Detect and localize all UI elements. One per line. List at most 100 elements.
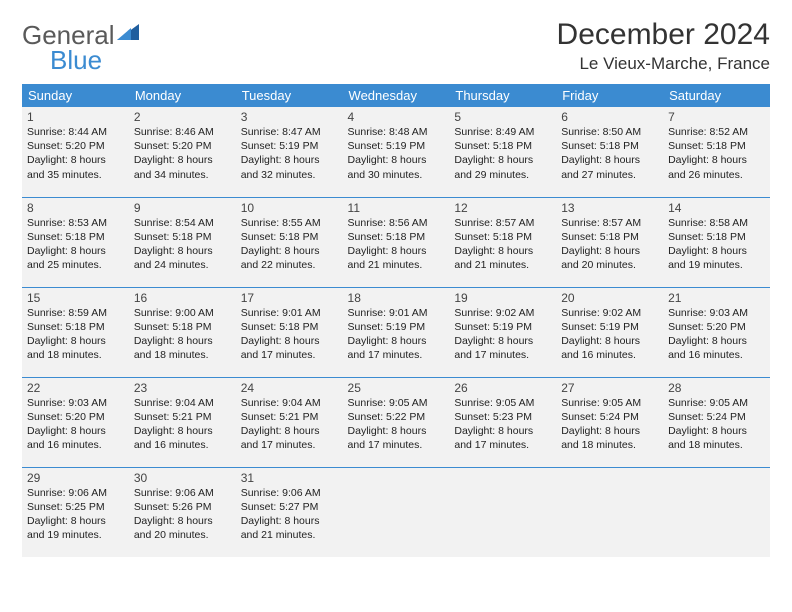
day-number: 6 — [561, 110, 658, 124]
sunrise-line: Sunrise: 9:02 AM — [454, 306, 551, 320]
sunrise-line: Sunrise: 9:05 AM — [348, 396, 445, 410]
calendar-table: SundayMondayTuesdayWednesdayThursdayFrid… — [22, 84, 770, 557]
calendar-day-cell: 31Sunrise: 9:06 AMSunset: 5:27 PMDayligh… — [236, 467, 343, 557]
daylight-line: Daylight: 8 hours and 17 minutes. — [241, 424, 338, 452]
calendar-day-cell: 28Sunrise: 9:05 AMSunset: 5:24 PMDayligh… — [663, 377, 770, 467]
daylight-line: Daylight: 8 hours and 16 minutes. — [27, 424, 124, 452]
day-number: 14 — [668, 201, 765, 215]
sunset-line: Sunset: 5:18 PM — [668, 139, 765, 153]
calendar-week-row: 8Sunrise: 8:53 AMSunset: 5:18 PMDaylight… — [22, 197, 770, 287]
weekday-header: Friday — [556, 84, 663, 107]
daylight-line: Daylight: 8 hours and 22 minutes. — [241, 244, 338, 272]
sunrise-line: Sunrise: 9:05 AM — [454, 396, 551, 410]
logo: General Blue — [22, 18, 139, 73]
daylight-line: Daylight: 8 hours and 16 minutes. — [134, 424, 231, 452]
sunrise-line: Sunrise: 8:49 AM — [454, 125, 551, 139]
sunrise-line: Sunrise: 8:57 AM — [561, 216, 658, 230]
daylight-line: Daylight: 8 hours and 20 minutes. — [134, 514, 231, 542]
day-number: 10 — [241, 201, 338, 215]
day-number: 27 — [561, 381, 658, 395]
calendar-day-cell — [343, 467, 450, 557]
day-number: 12 — [454, 201, 551, 215]
calendar-day-cell: 9Sunrise: 8:54 AMSunset: 5:18 PMDaylight… — [129, 197, 236, 287]
day-number: 11 — [348, 201, 445, 215]
daylight-line: Daylight: 8 hours and 17 minutes. — [348, 334, 445, 362]
calendar-day-cell: 8Sunrise: 8:53 AMSunset: 5:18 PMDaylight… — [22, 197, 129, 287]
calendar-day-cell: 19Sunrise: 9:02 AMSunset: 5:19 PMDayligh… — [449, 287, 556, 377]
calendar-week-row: 15Sunrise: 8:59 AMSunset: 5:18 PMDayligh… — [22, 287, 770, 377]
calendar-day-cell: 1Sunrise: 8:44 AMSunset: 5:20 PMDaylight… — [22, 107, 129, 197]
logo-text-block: General Blue — [22, 22, 139, 73]
weekday-header: Wednesday — [343, 84, 450, 107]
daylight-line: Daylight: 8 hours and 18 minutes. — [668, 424, 765, 452]
weekday-header: Thursday — [449, 84, 556, 107]
sunset-line: Sunset: 5:20 PM — [27, 410, 124, 424]
calendar-day-cell: 7Sunrise: 8:52 AMSunset: 5:18 PMDaylight… — [663, 107, 770, 197]
sunrise-line: Sunrise: 8:55 AM — [241, 216, 338, 230]
sunrise-line: Sunrise: 9:05 AM — [561, 396, 658, 410]
day-number: 23 — [134, 381, 231, 395]
day-number: 17 — [241, 291, 338, 305]
day-number: 5 — [454, 110, 551, 124]
calendar-day-cell: 22Sunrise: 9:03 AMSunset: 5:20 PMDayligh… — [22, 377, 129, 467]
sunset-line: Sunset: 5:18 PM — [348, 230, 445, 244]
sunrise-line: Sunrise: 8:53 AM — [27, 216, 124, 230]
calendar-week-row: 1Sunrise: 8:44 AMSunset: 5:20 PMDaylight… — [22, 107, 770, 197]
calendar-day-cell: 6Sunrise: 8:50 AMSunset: 5:18 PMDaylight… — [556, 107, 663, 197]
weekday-header: Tuesday — [236, 84, 343, 107]
calendar-day-cell — [556, 467, 663, 557]
sunrise-line: Sunrise: 8:56 AM — [348, 216, 445, 230]
calendar-day-cell: 30Sunrise: 9:06 AMSunset: 5:26 PMDayligh… — [129, 467, 236, 557]
calendar-day-cell: 13Sunrise: 8:57 AMSunset: 5:18 PMDayligh… — [556, 197, 663, 287]
calendar-day-cell — [449, 467, 556, 557]
daylight-line: Daylight: 8 hours and 25 minutes. — [27, 244, 124, 272]
sunset-line: Sunset: 5:19 PM — [454, 320, 551, 334]
calendar-body: 1Sunrise: 8:44 AMSunset: 5:20 PMDaylight… — [22, 107, 770, 557]
sunset-line: Sunset: 5:18 PM — [134, 320, 231, 334]
daylight-line: Daylight: 8 hours and 34 minutes. — [134, 153, 231, 181]
daylight-line: Daylight: 8 hours and 30 minutes. — [348, 153, 445, 181]
sunset-line: Sunset: 5:18 PM — [241, 320, 338, 334]
calendar-day-cell: 10Sunrise: 8:55 AMSunset: 5:18 PMDayligh… — [236, 197, 343, 287]
sunrise-line: Sunrise: 8:59 AM — [27, 306, 124, 320]
sunrise-line: Sunrise: 8:57 AM — [454, 216, 551, 230]
sunrise-line: Sunrise: 8:50 AM — [561, 125, 658, 139]
sunset-line: Sunset: 5:20 PM — [668, 320, 765, 334]
calendar-header-row: SundayMondayTuesdayWednesdayThursdayFrid… — [22, 84, 770, 107]
sunset-line: Sunset: 5:26 PM — [134, 500, 231, 514]
daylight-line: Daylight: 8 hours and 18 minutes. — [134, 334, 231, 362]
calendar-week-row: 29Sunrise: 9:06 AMSunset: 5:25 PMDayligh… — [22, 467, 770, 557]
daylight-line: Daylight: 8 hours and 26 minutes. — [668, 153, 765, 181]
calendar-day-cell: 15Sunrise: 8:59 AMSunset: 5:18 PMDayligh… — [22, 287, 129, 377]
calendar-page: General Blue December 2024 Le Vieux-Marc… — [0, 0, 792, 612]
sunrise-line: Sunrise: 9:01 AM — [348, 306, 445, 320]
sunset-line: Sunset: 5:27 PM — [241, 500, 338, 514]
sunset-line: Sunset: 5:19 PM — [561, 320, 658, 334]
sunset-line: Sunset: 5:21 PM — [134, 410, 231, 424]
day-number: 26 — [454, 381, 551, 395]
day-number: 29 — [27, 471, 124, 485]
daylight-line: Daylight: 8 hours and 16 minutes. — [561, 334, 658, 362]
calendar-day-cell: 12Sunrise: 8:57 AMSunset: 5:18 PMDayligh… — [449, 197, 556, 287]
day-number: 9 — [134, 201, 231, 215]
sunset-line: Sunset: 5:24 PM — [561, 410, 658, 424]
day-number: 30 — [134, 471, 231, 485]
calendar-day-cell: 23Sunrise: 9:04 AMSunset: 5:21 PMDayligh… — [129, 377, 236, 467]
weekday-header: Monday — [129, 84, 236, 107]
sunset-line: Sunset: 5:25 PM — [27, 500, 124, 514]
logo-blue-text: Blue — [50, 47, 139, 73]
sunrise-line: Sunrise: 8:52 AM — [668, 125, 765, 139]
sunset-line: Sunset: 5:19 PM — [348, 320, 445, 334]
sunrise-line: Sunrise: 8:47 AM — [241, 125, 338, 139]
sunset-line: Sunset: 5:21 PM — [241, 410, 338, 424]
sunset-line: Sunset: 5:22 PM — [348, 410, 445, 424]
day-number: 2 — [134, 110, 231, 124]
sunset-line: Sunset: 5:19 PM — [241, 139, 338, 153]
daylight-line: Daylight: 8 hours and 17 minutes. — [454, 424, 551, 452]
sunrise-line: Sunrise: 9:03 AM — [668, 306, 765, 320]
sunrise-line: Sunrise: 9:05 AM — [668, 396, 765, 410]
title-block: December 2024 Le Vieux-Marche, France — [557, 18, 770, 74]
daylight-line: Daylight: 8 hours and 20 minutes. — [561, 244, 658, 272]
day-number: 16 — [134, 291, 231, 305]
sunrise-line: Sunrise: 8:54 AM — [134, 216, 231, 230]
